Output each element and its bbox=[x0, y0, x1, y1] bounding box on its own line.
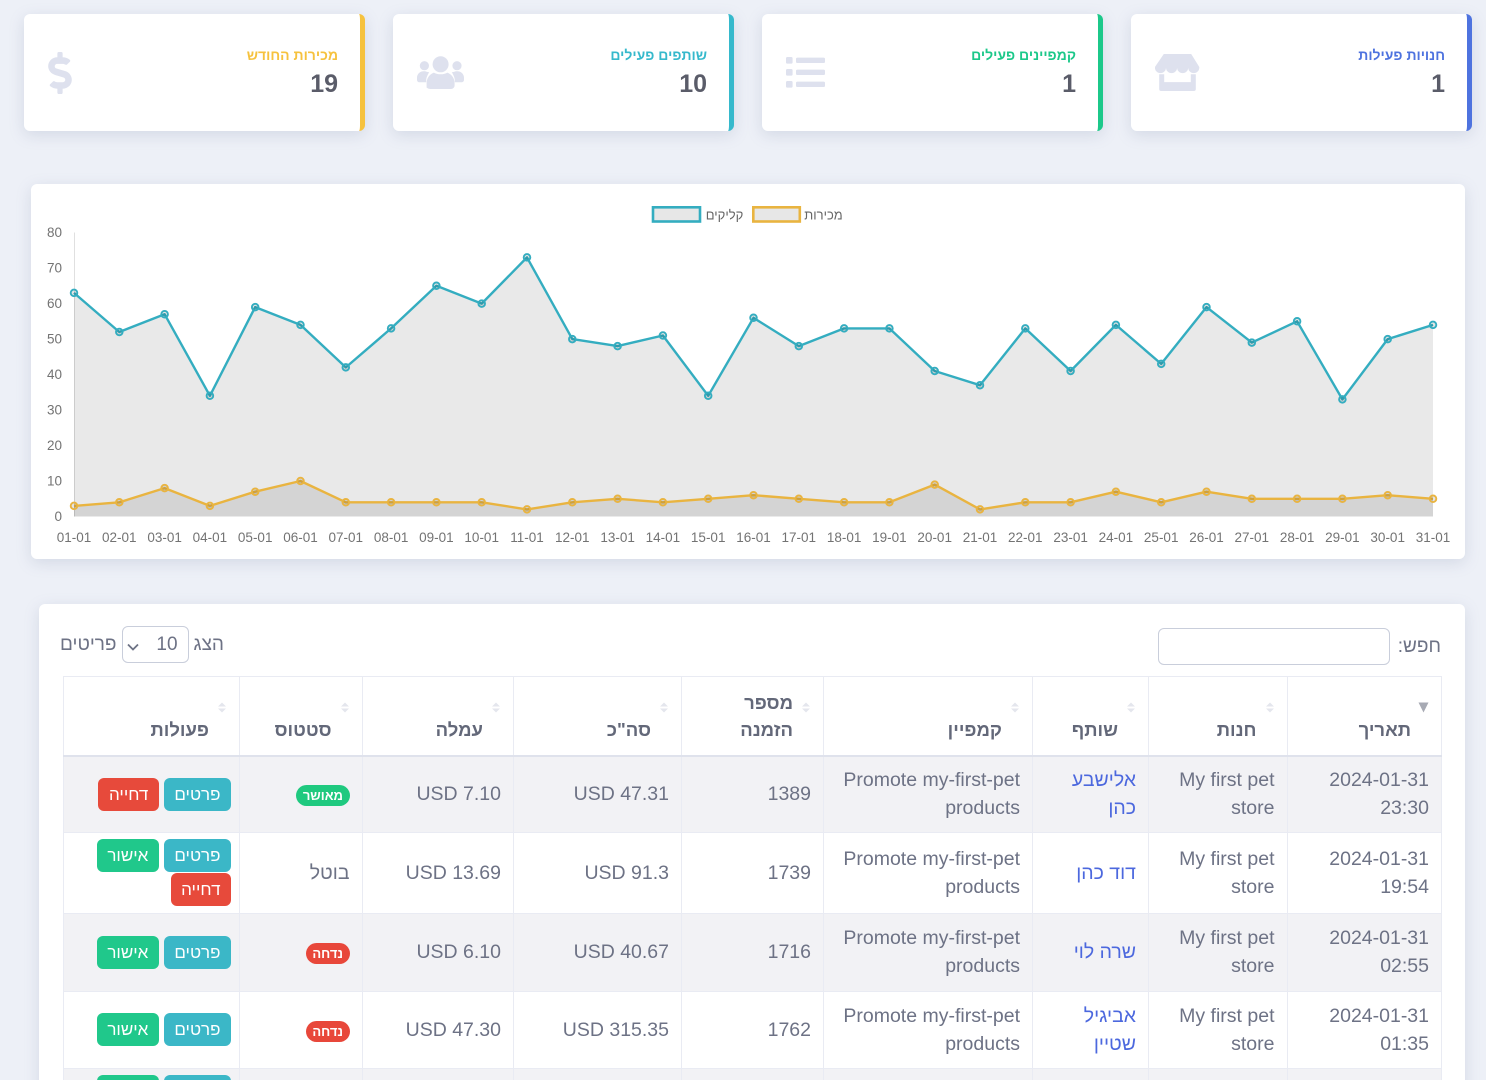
svg-text:10: 10 bbox=[47, 474, 62, 489]
svg-text:21-01: 21-01 bbox=[963, 530, 998, 545]
svg-text:24-01: 24-01 bbox=[1099, 530, 1134, 545]
svg-text:מכירות: מכירות bbox=[804, 208, 842, 223]
svg-text:19-01: 19-01 bbox=[872, 530, 907, 545]
svg-text:28-01: 28-01 bbox=[1280, 530, 1315, 545]
svg-text:15-01: 15-01 bbox=[691, 530, 726, 545]
svg-text:05-01: 05-01 bbox=[238, 530, 273, 545]
svg-text:40: 40 bbox=[47, 367, 62, 382]
svg-text:02-01: 02-01 bbox=[102, 530, 137, 545]
svg-text:0: 0 bbox=[54, 509, 62, 524]
svg-text:80: 80 bbox=[47, 225, 62, 240]
svg-text:01-01: 01-01 bbox=[57, 530, 92, 545]
svg-text:04-01: 04-01 bbox=[193, 530, 228, 545]
svg-text:26-01: 26-01 bbox=[1189, 530, 1224, 545]
svg-text:30-01: 30-01 bbox=[1370, 530, 1405, 545]
svg-text:20: 20 bbox=[47, 438, 62, 453]
svg-text:07-01: 07-01 bbox=[329, 530, 364, 545]
svg-text:17-01: 17-01 bbox=[782, 530, 817, 545]
svg-text:23-01: 23-01 bbox=[1053, 530, 1088, 545]
svg-text:16-01: 16-01 bbox=[736, 530, 771, 545]
svg-text:03-01: 03-01 bbox=[147, 530, 182, 545]
svg-text:70: 70 bbox=[47, 261, 62, 276]
svg-text:09-01: 09-01 bbox=[419, 530, 454, 545]
svg-text:31-01: 31-01 bbox=[1416, 530, 1451, 545]
svg-text:11-01: 11-01 bbox=[510, 530, 544, 545]
svg-text:06-01: 06-01 bbox=[283, 530, 318, 545]
svg-text:קליקים: קליקים bbox=[706, 208, 744, 223]
svg-text:20-01: 20-01 bbox=[917, 530, 952, 545]
svg-text:13-01: 13-01 bbox=[600, 530, 635, 545]
svg-text:27-01: 27-01 bbox=[1235, 530, 1270, 545]
svg-text:50: 50 bbox=[47, 332, 62, 347]
svg-text:60: 60 bbox=[47, 296, 62, 311]
svg-text:08-01: 08-01 bbox=[374, 530, 409, 545]
svg-text:25-01: 25-01 bbox=[1144, 530, 1179, 545]
svg-text:14-01: 14-01 bbox=[646, 530, 681, 545]
svg-text:22-01: 22-01 bbox=[1008, 530, 1043, 545]
svg-text:12-01: 12-01 bbox=[555, 530, 590, 545]
svg-text:18-01: 18-01 bbox=[827, 530, 862, 545]
svg-text:30: 30 bbox=[47, 403, 62, 418]
svg-text:10-01: 10-01 bbox=[464, 530, 499, 545]
svg-text:29-01: 29-01 bbox=[1325, 530, 1360, 545]
